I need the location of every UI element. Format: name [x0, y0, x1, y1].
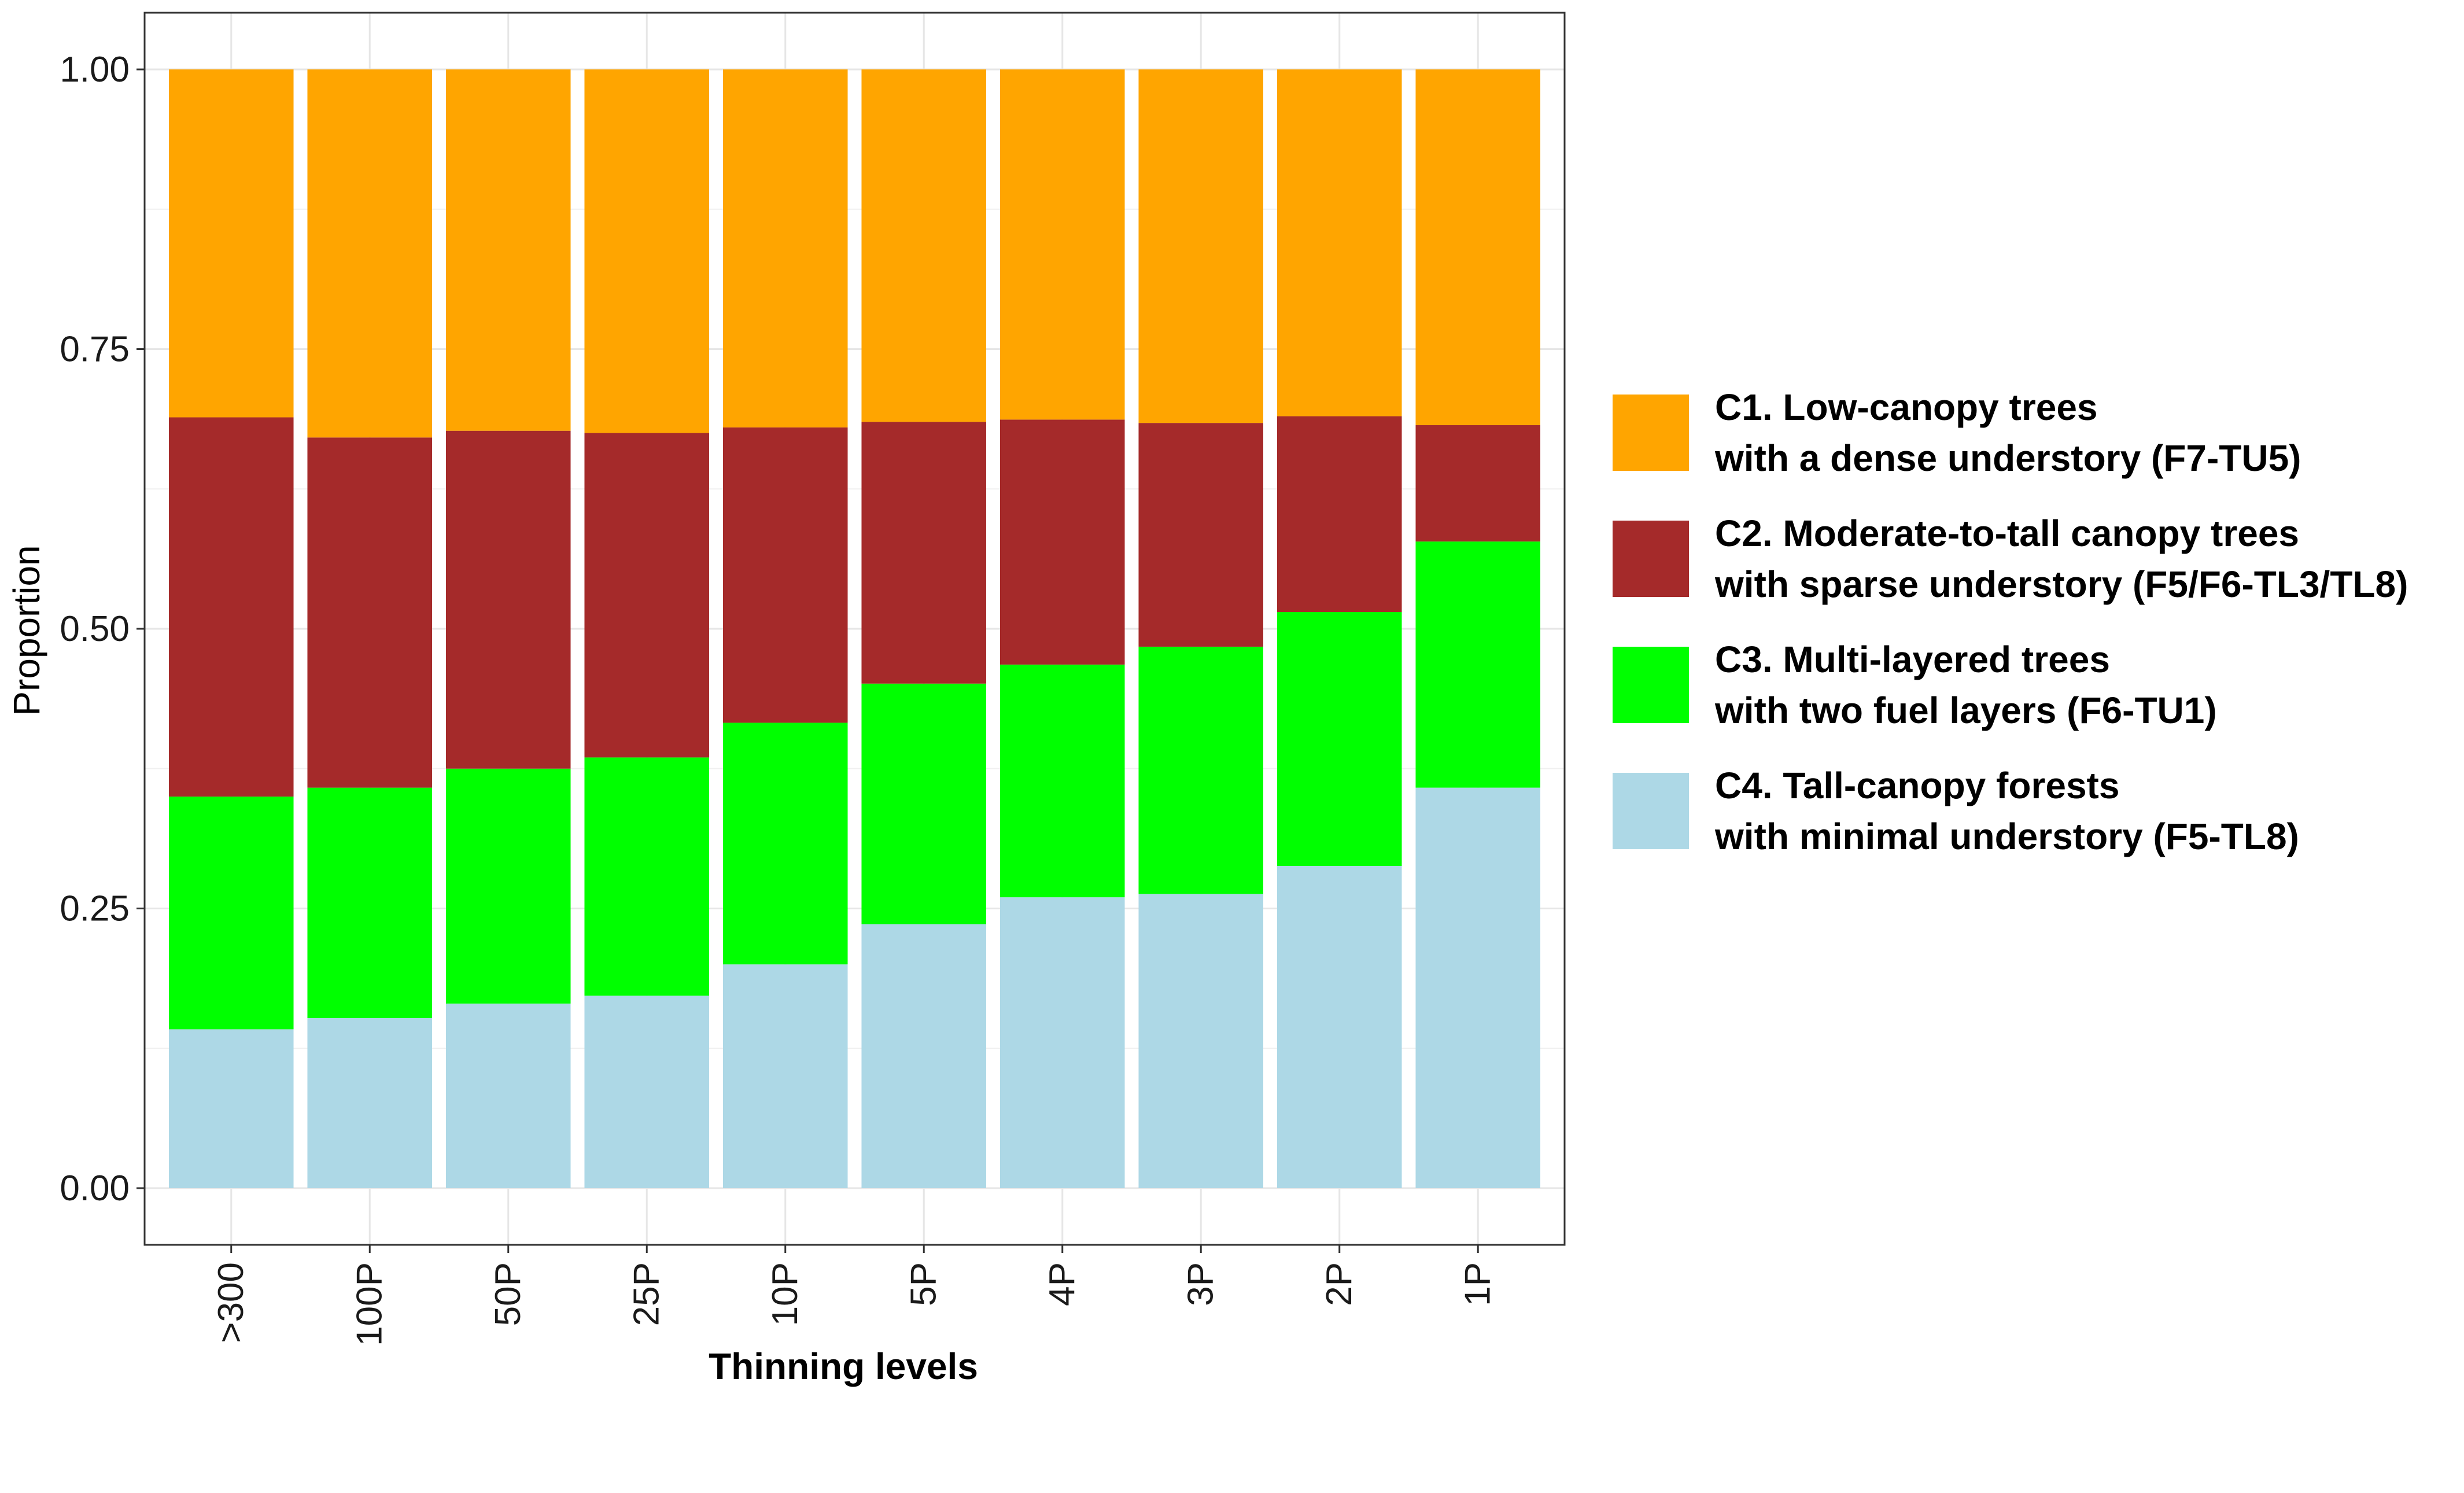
- y-tick-label: 0.00: [60, 1168, 130, 1208]
- x-tick-label: 10P: [765, 1262, 805, 1326]
- x-tick-label: 5P: [903, 1262, 943, 1306]
- bar-segment-c4-10: [1415, 787, 1541, 1188]
- legend-label-c1: with a dense understory (F7-TU5): [1714, 437, 2301, 479]
- x-tick-label: 2P: [1319, 1262, 1359, 1306]
- bar-segment-c3-4: [584, 757, 710, 996]
- x-axis-title: Thinning levels: [709, 1345, 978, 1387]
- bar-segment-c4-6: [861, 924, 987, 1188]
- legend-label-c2: with sparse understory (F5/F6-TL3/TL8): [1714, 563, 2408, 605]
- bar-segment-c1-9: [1277, 69, 1402, 416]
- bar-segment-c4-4: [584, 996, 710, 1188]
- legend-label-c3: with two fuel layers (F6-TU1): [1714, 690, 2217, 731]
- bar-segment-c4-7: [999, 897, 1125, 1188]
- bar-segment-c2-9: [1277, 416, 1402, 612]
- bar-segment-c3-2: [307, 787, 433, 1019]
- legend-label-c4: C4. Tall-canopy forests: [1715, 765, 2119, 806]
- y-tick-label: 1.00: [60, 50, 130, 90]
- y-axis-title: Proportion: [6, 545, 47, 716]
- bar-segment-c3-1: [168, 797, 294, 1030]
- bar-segment-c4-8: [1138, 894, 1264, 1188]
- y-axis: 0.00 0.25 0.50 0.75 1.00: [60, 50, 145, 1208]
- bar-segment-c2-2: [307, 437, 433, 788]
- bar-segment-c2-7: [999, 419, 1125, 665]
- bar-segment-c4-3: [445, 1003, 571, 1188]
- bar-segment-c1-2: [307, 69, 433, 438]
- bar-segment-c1-3: [445, 69, 571, 431]
- bar-segment-c3-3: [445, 768, 571, 1004]
- bar-segment-c2-1: [168, 417, 294, 797]
- x-tick-label: 1P: [1458, 1262, 1497, 1306]
- bar-segment-c1-5: [722, 69, 848, 427]
- legend-key-c1: [1613, 395, 1689, 471]
- bar-segment-c3-10: [1415, 541, 1541, 788]
- x-tick-label: 100P: [349, 1262, 389, 1346]
- bar-segment-c2-6: [861, 422, 987, 684]
- bar-segment-c1-1: [168, 69, 294, 418]
- bar-segment-c1-7: [999, 69, 1125, 420]
- legend: C1. Low-canopy trees with a dense underst…: [1613, 386, 2408, 857]
- x-tick-label: 25P: [626, 1262, 666, 1326]
- bar-segment-c2-10: [1415, 425, 1541, 542]
- legend-key-c2: [1613, 521, 1689, 597]
- bar-segment-c1-8: [1138, 69, 1264, 423]
- legend-label-c4: with minimal understory (F5-TL8): [1714, 816, 2299, 857]
- bar-segment-c3-9: [1277, 611, 1402, 867]
- bar-segment-c1-4: [584, 69, 710, 433]
- bar-segment-c2-8: [1138, 423, 1264, 647]
- bars: [168, 69, 1541, 1188]
- bar-segment-c2-5: [722, 427, 848, 723]
- bar-segment-c4-9: [1277, 866, 1402, 1188]
- bar-segment-c3-8: [1138, 646, 1264, 894]
- bar-segment-c3-6: [861, 683, 987, 924]
- x-tick-label: >300: [211, 1262, 251, 1343]
- x-tick-label: 50P: [488, 1262, 528, 1326]
- legend-key-c4: [1613, 773, 1689, 849]
- y-tick-label: 0.25: [60, 889, 130, 929]
- y-tick-label: 0.50: [60, 609, 130, 649]
- bar-segment-c2-4: [584, 433, 710, 758]
- legend-label-c3: C3. Multi-layered trees: [1715, 639, 2110, 680]
- bar-segment-c1-6: [861, 69, 987, 422]
- y-tick-label: 0.75: [60, 330, 130, 370]
- bar-segment-c3-7: [999, 664, 1125, 898]
- bar-segment-c2-3: [445, 430, 571, 769]
- bar-segment-c1-10: [1415, 69, 1541, 426]
- x-tick-label: 3P: [1181, 1262, 1220, 1306]
- legend-key-c3: [1613, 647, 1689, 723]
- bar-segment-c3-5: [722, 722, 848, 965]
- x-axis: >300 100P 50P 25P 10P 5P 4P 3P 2P 1P: [211, 1245, 1497, 1346]
- bar-segment-c4-1: [168, 1029, 294, 1188]
- x-tick-label: 4P: [1042, 1262, 1082, 1306]
- legend-label-c1: C1. Low-canopy trees: [1715, 386, 2098, 428]
- legend-label-c2: C2. Moderate-to-tall canopy trees: [1715, 513, 2299, 554]
- bar-segment-c4-2: [307, 1018, 433, 1188]
- bar-segment-c4-5: [722, 964, 848, 1188]
